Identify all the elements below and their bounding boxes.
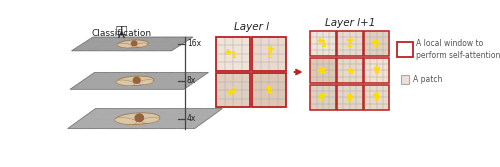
Bar [337,58,362,83]
Text: Layer l: Layer l [234,22,268,32]
Text: A local window to
perform self-attention: A local window to perform self-attention [416,39,500,60]
Polygon shape [72,37,193,51]
Ellipse shape [131,40,138,46]
Bar [401,75,409,84]
Text: 3: 3 [374,40,380,49]
Bar [310,58,336,83]
Text: A patch: A patch [412,75,442,84]
Ellipse shape [117,43,132,48]
Text: 6: 6 [374,67,380,76]
Ellipse shape [136,43,148,47]
Polygon shape [68,109,222,129]
Bar [337,85,362,110]
Bar [364,31,390,56]
Ellipse shape [116,113,160,124]
Bar [216,37,250,71]
Text: 1: 1 [230,51,236,60]
Text: 分类: 分类 [115,24,128,34]
Bar [310,85,336,110]
Bar [337,31,362,56]
Polygon shape [70,72,208,89]
Ellipse shape [134,113,144,122]
Bar [310,85,336,110]
Text: Layer l+1: Layer l+1 [326,18,376,28]
Ellipse shape [118,40,148,48]
Bar [252,37,286,71]
Bar [364,31,390,56]
Bar [252,73,286,107]
Text: 9: 9 [374,94,380,103]
Bar [397,42,412,57]
Text: 4: 4 [320,67,326,76]
Bar [310,58,336,83]
Text: 8x: 8x [187,76,196,85]
Text: 7: 7 [320,94,326,103]
Ellipse shape [116,80,134,86]
Bar [252,37,286,71]
Bar [337,85,362,110]
Ellipse shape [132,76,141,84]
Ellipse shape [139,80,154,85]
Text: 3: 3 [230,87,236,96]
Bar [252,73,286,107]
Bar [364,85,390,110]
Text: 2: 2 [347,40,352,49]
Text: 1: 1 [320,40,326,49]
Bar [216,73,250,107]
Bar [337,58,362,83]
Ellipse shape [142,117,160,123]
Ellipse shape [114,118,137,125]
Text: Classification: Classification [92,29,152,38]
Bar [337,31,362,56]
Bar [364,85,390,110]
Text: 16x: 16x [187,39,201,48]
Text: 8: 8 [347,94,352,103]
Bar [216,73,250,107]
Text: 2: 2 [266,51,272,60]
Bar [310,31,336,56]
Bar [216,37,250,71]
Text: 4: 4 [266,87,272,96]
Bar [310,31,336,56]
Ellipse shape [116,76,154,86]
Text: 4x: 4x [187,114,196,123]
Text: 5: 5 [347,67,352,76]
Bar [364,58,390,83]
Bar [364,58,390,83]
